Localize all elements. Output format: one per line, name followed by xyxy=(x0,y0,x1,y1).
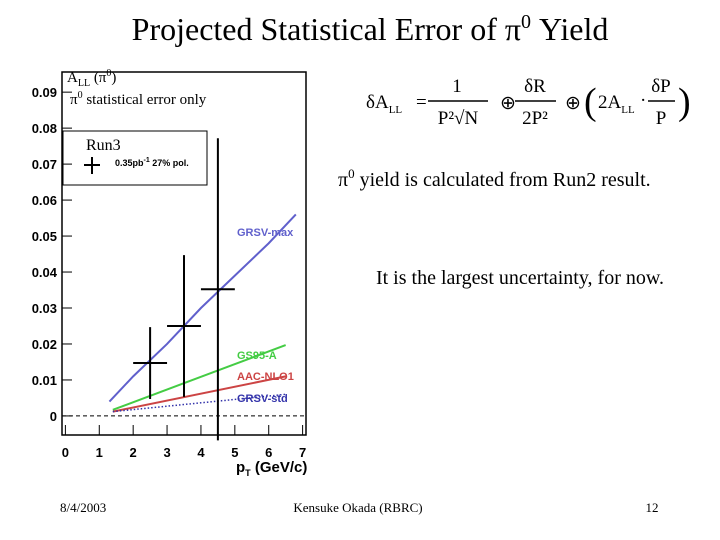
chart-subtitle: π0 statistical error only xyxy=(70,90,207,108)
series-line xyxy=(112,344,287,411)
y-tick-label: 0.05 xyxy=(32,229,57,244)
y-tick-label: 0.04 xyxy=(32,265,58,280)
legend-label: Run3 xyxy=(86,137,121,154)
series-label: AAC-NLO1 xyxy=(237,371,294,383)
plot-frame xyxy=(61,71,307,436)
formula-coef: 2ALL xyxy=(598,92,635,116)
y-tick-label: 0.07 xyxy=(32,157,57,172)
formula-paren: ) xyxy=(678,81,691,123)
y-tick-label: 0.02 xyxy=(32,337,57,352)
formula-den: 2P² xyxy=(522,108,548,129)
x-tick-label: 4 xyxy=(197,445,205,460)
chart: ALL (π0) π0 statistical error only Run3 … xyxy=(32,68,308,478)
y-tick-label: 0.08 xyxy=(32,121,57,136)
x-axis-label: pT (GeV/c) xyxy=(236,459,307,478)
formula-eq: = xyxy=(416,92,427,113)
formula-op: ⊕ xyxy=(500,93,516,114)
note: It is the largest uncertainty, for now. xyxy=(376,267,664,289)
x-tick-label: 5 xyxy=(231,445,238,460)
formula: δALL = 1 P²√N ⊕ δR 2P² ⊕ ( 2ALL · δP P ) xyxy=(366,76,691,129)
y-tick-label: 0 xyxy=(50,409,57,424)
slide-title: Projected Statistical Error of π0 Yield xyxy=(132,11,609,47)
note: π0 yield is calculated from Run2 result. xyxy=(338,166,651,191)
x-tick-label: 7 xyxy=(299,445,306,460)
footer-date: 8/4/2003 xyxy=(60,500,106,515)
x-tick-label: 3 xyxy=(163,445,170,460)
formula-den: P xyxy=(656,108,667,129)
legend-note: 0.35pb-1 27% pol. xyxy=(115,157,189,168)
x-tick-label: 1 xyxy=(96,445,103,460)
x-tick-label: 6 xyxy=(265,445,272,460)
series-label: GRSV-max xyxy=(237,227,294,239)
formula-dot: · xyxy=(640,90,646,111)
y-tick-label: 0.09 xyxy=(32,85,57,100)
y-tick-label: 0.03 xyxy=(32,301,57,316)
footer-page: 12 xyxy=(646,500,659,515)
series-label: GS95-A xyxy=(237,350,277,362)
legend-box xyxy=(62,130,208,186)
formula-num: δP xyxy=(651,76,671,97)
formula-den: P²√N xyxy=(438,108,479,129)
y-axis-label: ALL (π0) xyxy=(67,68,116,89)
y-tick-label: 0.01 xyxy=(32,373,57,388)
y-tick-label: 0.06 xyxy=(32,193,57,208)
series-label: GRSV-std xyxy=(237,393,288,405)
formula-num: δR xyxy=(524,76,546,97)
series-line xyxy=(108,213,297,403)
series-line xyxy=(112,375,286,413)
footer-author: Kensuke Okada (RBRC) xyxy=(293,500,422,515)
formula-lhs: δALL xyxy=(366,92,402,116)
formula-num: 1 xyxy=(452,76,462,97)
formula-paren: ( xyxy=(584,81,597,123)
formula-op: ⊕ xyxy=(565,93,581,114)
x-tick-label: 2 xyxy=(130,445,137,460)
x-tick-label: 0 xyxy=(62,445,69,460)
series-line xyxy=(112,393,286,413)
